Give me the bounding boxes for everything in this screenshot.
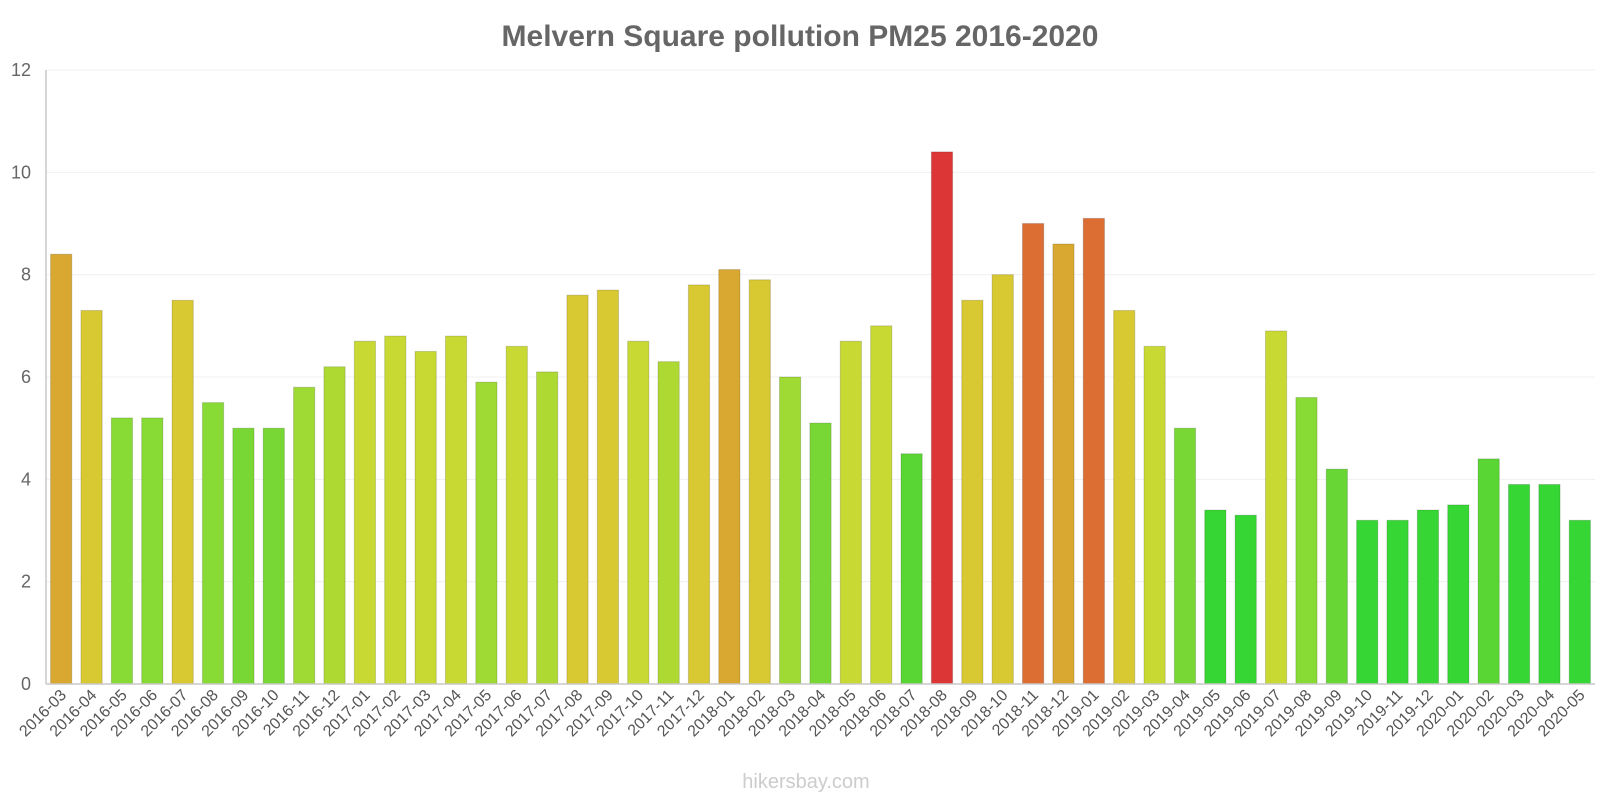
bar-2017-11 [657,361,680,685]
bar-2017-09 [596,289,620,685]
bar-2019-07 [1264,330,1288,685]
bar-2019-05 [1204,509,1227,685]
chart-title: Melvern Square pollution PM25 2016-2020 [502,20,1099,53]
bar-2016-04 [80,309,103,685]
y-tick-label: 6 [21,367,31,387]
y-tick-label: 10 [11,162,31,182]
y-tick-label: 0 [21,674,31,694]
y-tick-label: 12 [11,60,31,80]
bar-2020-03 [1507,483,1531,685]
bars [50,151,1591,685]
bar-2017-03 [414,350,437,685]
y-axis-ticks: 0 2 4 6 8 10 12 [11,60,31,694]
bar-2019-11 [1386,519,1409,685]
bar-2017-01 [353,340,377,685]
bar-2016-05 [110,417,134,685]
x-axis-ticks: 2016-032016-042016-052016-062016-072016-… [16,687,1588,741]
bar-2018-12 [1052,243,1075,685]
bar-2017-07 [536,371,559,685]
bar-2020-01 [1447,504,1470,685]
bar-2016-06 [141,417,164,685]
bar-2018-11 [1021,223,1045,685]
bar-2019-10 [1356,519,1379,685]
bar-2017-08 [566,294,589,685]
bar-2018-08 [930,151,954,685]
bar-2016-11 [293,386,316,685]
bar-2017-12 [687,284,711,685]
credit-text: hikersbay.com [742,771,869,793]
bar-2020-02 [1477,458,1500,685]
bar-2018-02 [748,279,771,685]
bar-2019-09 [1325,468,1348,685]
bar-2017-02 [384,335,407,685]
bar-2018-06 [870,325,893,685]
bar-2019-01 [1082,217,1105,685]
bar-2016-09 [232,427,255,685]
bar-2016-12 [323,366,346,685]
bar-2020-04 [1538,483,1561,685]
bar-2019-02 [1113,309,1136,685]
y-tick-label: 4 [21,469,31,489]
bar-2016-07 [171,299,194,685]
bar-2016-08 [201,402,225,685]
bar-2018-07 [900,453,923,685]
y-tick-label: 8 [21,265,31,285]
bar-2020-05 [1568,519,1591,685]
bar-2019-04 [1173,427,1197,685]
bar-2017-05 [475,381,498,685]
bar-2019-12 [1416,509,1440,685]
bar-2017-10 [627,340,650,685]
bar-2018-04 [809,422,832,685]
bar-2018-09 [961,299,984,685]
bar-2016-10 [262,427,285,685]
bar-2017-06 [505,345,528,685]
bar-2016-03 [50,253,73,685]
y-tick-label: 2 [21,572,31,592]
bar-2019-08 [1295,396,1318,685]
bar-2018-01 [718,269,741,685]
bar-2019-06 [1234,514,1257,685]
bar-2018-03 [778,376,802,685]
bar-2018-05 [839,340,863,685]
bar-2018-10 [991,274,1014,685]
bar-2017-04 [444,335,468,685]
bar-2019-03 [1143,345,1166,685]
